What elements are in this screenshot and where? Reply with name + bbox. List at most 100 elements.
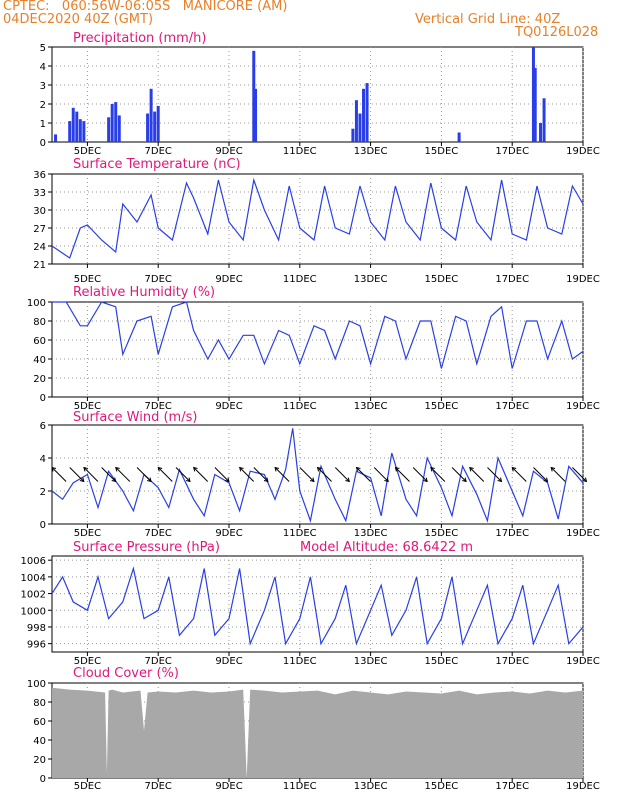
- wind-arrow-head: [423, 477, 428, 483]
- wind-arrow-shaft: [193, 467, 209, 482]
- series-line: [51, 566, 584, 646]
- wind-arrow-shaft: [317, 467, 332, 482]
- precip-bar: [146, 113, 150, 142]
- plot-frame: [51, 555, 584, 653]
- wind-arrow-head: [239, 466, 244, 472]
- precip-bar: [539, 123, 543, 142]
- x-tick-label: 15DEC: [425, 656, 459, 667]
- y-tick-label: 1004: [21, 573, 46, 584]
- precip-bar: [156, 105, 160, 142]
- precip-bar: [110, 104, 114, 142]
- plot-frame: [51, 46, 584, 143]
- series-line: [51, 177, 584, 259]
- wind-arrow-shaft: [511, 467, 527, 482]
- x-tick-label: 11DEC: [283, 781, 317, 792]
- precip-bar: [533, 67, 537, 142]
- wind-arrow-head: [185, 477, 191, 483]
- x-tick-label: 15DEC: [425, 146, 459, 157]
- wind-arrow-head: [192, 466, 198, 472]
- wind-arrow-head: [543, 477, 549, 483]
- panel-title: Surface Wind (m/s): [73, 410, 197, 425]
- precip-bar: [107, 117, 111, 142]
- wind-arrow-head: [511, 466, 517, 472]
- x-tick-label: 13DEC: [354, 781, 388, 792]
- wind-arrow-shaft: [395, 467, 410, 482]
- x-tick-label: 7DEC: [145, 401, 172, 412]
- x-tick-label: 15DEC: [425, 274, 459, 285]
- wind-arrow-shaft: [533, 467, 548, 482]
- x-tick-label: 7DEC: [145, 274, 172, 285]
- x-tick-label: 13DEC: [354, 401, 388, 412]
- y-tick-label: 4: [40, 454, 46, 465]
- x-tick-label: 11DEC: [283, 656, 317, 667]
- precip-bar: [457, 132, 461, 142]
- x-tick-label: 17DEC: [495, 146, 529, 157]
- wind-arrow-head: [430, 466, 435, 472]
- wind-arrow-head: [497, 477, 503, 483]
- x-tick-label: 11DEC: [283, 401, 317, 412]
- wind-arrow-shaft: [136, 467, 152, 482]
- y-tick-label: 20: [33, 755, 46, 766]
- y-tick-label: 40: [33, 355, 46, 366]
- header-code: TQ0126L028: [515, 25, 599, 40]
- plot-frame: [51, 424, 584, 525]
- y-tick-label: 1002: [21, 590, 46, 601]
- panel-1: 0 1 2 3 4 5 5DEC 7DEC 9DEC 11DEC 13DEC 15DEC 17DEC 19…: [40, 31, 600, 157]
- panel-3: 0 20 40 60 80 100 5DEC 7DEC 9DEC 11DEC 13DEC 15DEC 1…: [27, 285, 600, 412]
- header-date: 04DEC2020 40Z (GMT): [3, 12, 154, 27]
- cloud-area: [52, 687, 583, 778]
- x-tick-label: 9DEC: [215, 528, 242, 539]
- x-tick-label: 5DEC: [74, 781, 101, 792]
- x-tick-label: 9DEC: [215, 656, 242, 667]
- x-tick-label: 5DEC: [74, 656, 101, 667]
- precip-bar: [71, 107, 75, 142]
- wind-arrow-head: [355, 466, 361, 472]
- plot-frame: [51, 301, 584, 398]
- wind-arrow-head: [79, 477, 85, 483]
- precip-bar: [365, 83, 369, 142]
- wind-arrow-shaft: [253, 467, 269, 482]
- x-tick-label: 5DEC: [74, 274, 101, 285]
- wind-arrow-shaft: [334, 467, 350, 482]
- wind-arrow-shaft: [550, 467, 566, 482]
- panel-title: Relative Humidity (%): [73, 285, 215, 300]
- x-tick-label: 19DEC: [566, 146, 600, 157]
- wind-arrow-shaft: [214, 467, 230, 482]
- x-tick-label: 5DEC: [74, 401, 101, 412]
- wind-arrow-shaft: [412, 467, 428, 482]
- y-tick-label: 0: [40, 774, 46, 785]
- wind-arrow-shaft: [356, 467, 371, 482]
- panel-title: Precipitation (mm/h): [73, 31, 206, 46]
- y-tick-label: 4: [40, 62, 46, 73]
- wind-arrow-shaft: [572, 467, 587, 482]
- y-tick-label: 996: [27, 640, 46, 651]
- wind-arrow-head: [469, 466, 474, 472]
- y-tick-label: 60: [33, 717, 46, 728]
- wind-arrow-shaft: [373, 467, 389, 482]
- precip-bar: [82, 121, 86, 142]
- x-tick-label: 11DEC: [283, 528, 317, 539]
- x-tick-label: 19DEC: [566, 656, 600, 667]
- y-tick-label: 27: [33, 224, 46, 235]
- precip-bar: [78, 119, 82, 142]
- precip-bar: [358, 113, 362, 142]
- y-tick-label: 1: [40, 119, 46, 130]
- y-tick-label: 1000: [21, 606, 46, 617]
- panel-6: 0 20 40 60 80 100 5DEC 7DEC 9DEC 11DEC 13DEC 15DEC 1…: [27, 666, 600, 792]
- y-tick-label: 100: [27, 298, 46, 309]
- wind-arrow-shaft: [51, 467, 67, 482]
- y-tick-label: 100: [27, 679, 46, 690]
- wind-arrow-shaft: [83, 467, 99, 482]
- x-tick-label: 9DEC: [215, 781, 242, 792]
- panel-5: 996 998 1000 1002 1004 1006 5DEC 7DEC 9DEC 11DEC 1…: [21, 540, 600, 667]
- x-tick-label: 19DEC: [566, 781, 600, 792]
- header-location: CPTEC: 060:56W-06:05S MANICORE (AM): [3, 0, 288, 14]
- wind-arrow-head: [550, 466, 556, 472]
- x-tick-label: 15DEC: [425, 401, 459, 412]
- y-tick-label: 40: [33, 736, 46, 747]
- precip-bar: [362, 88, 366, 142]
- precip-bar: [542, 98, 546, 142]
- x-tick-label: 19DEC: [566, 401, 600, 412]
- y-tick-label: 998: [27, 623, 46, 634]
